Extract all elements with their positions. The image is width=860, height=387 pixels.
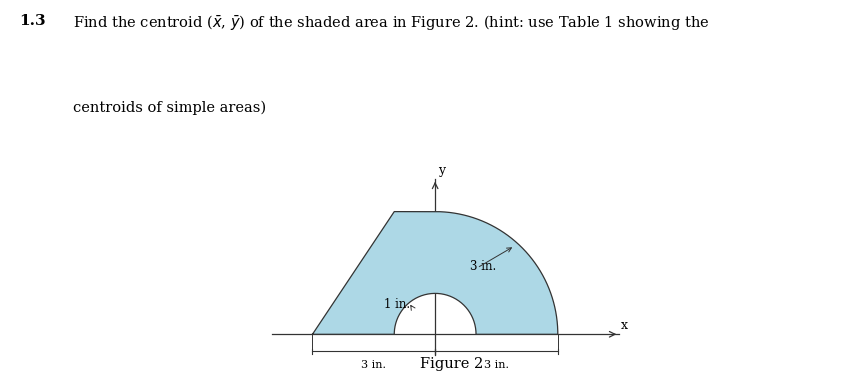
Text: Find the centroid ($\bar{x}$, $\bar{y}$) of the shaded area in Figure 2. (hint: : Find the centroid ($\bar{x}$, $\bar{y}$)…: [73, 14, 710, 33]
Text: 3 in.: 3 in.: [470, 260, 496, 273]
Text: Figure 2: Figure 2: [420, 357, 483, 371]
Text: centroids of simple areas): centroids of simple areas): [73, 101, 267, 115]
Text: y: y: [439, 164, 445, 177]
Text: 3 in.: 3 in.: [484, 360, 509, 370]
Text: 1.3: 1.3: [19, 14, 46, 28]
Text: 1 in.: 1 in.: [384, 298, 410, 311]
Polygon shape: [312, 212, 558, 334]
Text: x: x: [621, 319, 628, 332]
Text: 3 in.: 3 in.: [361, 360, 386, 370]
